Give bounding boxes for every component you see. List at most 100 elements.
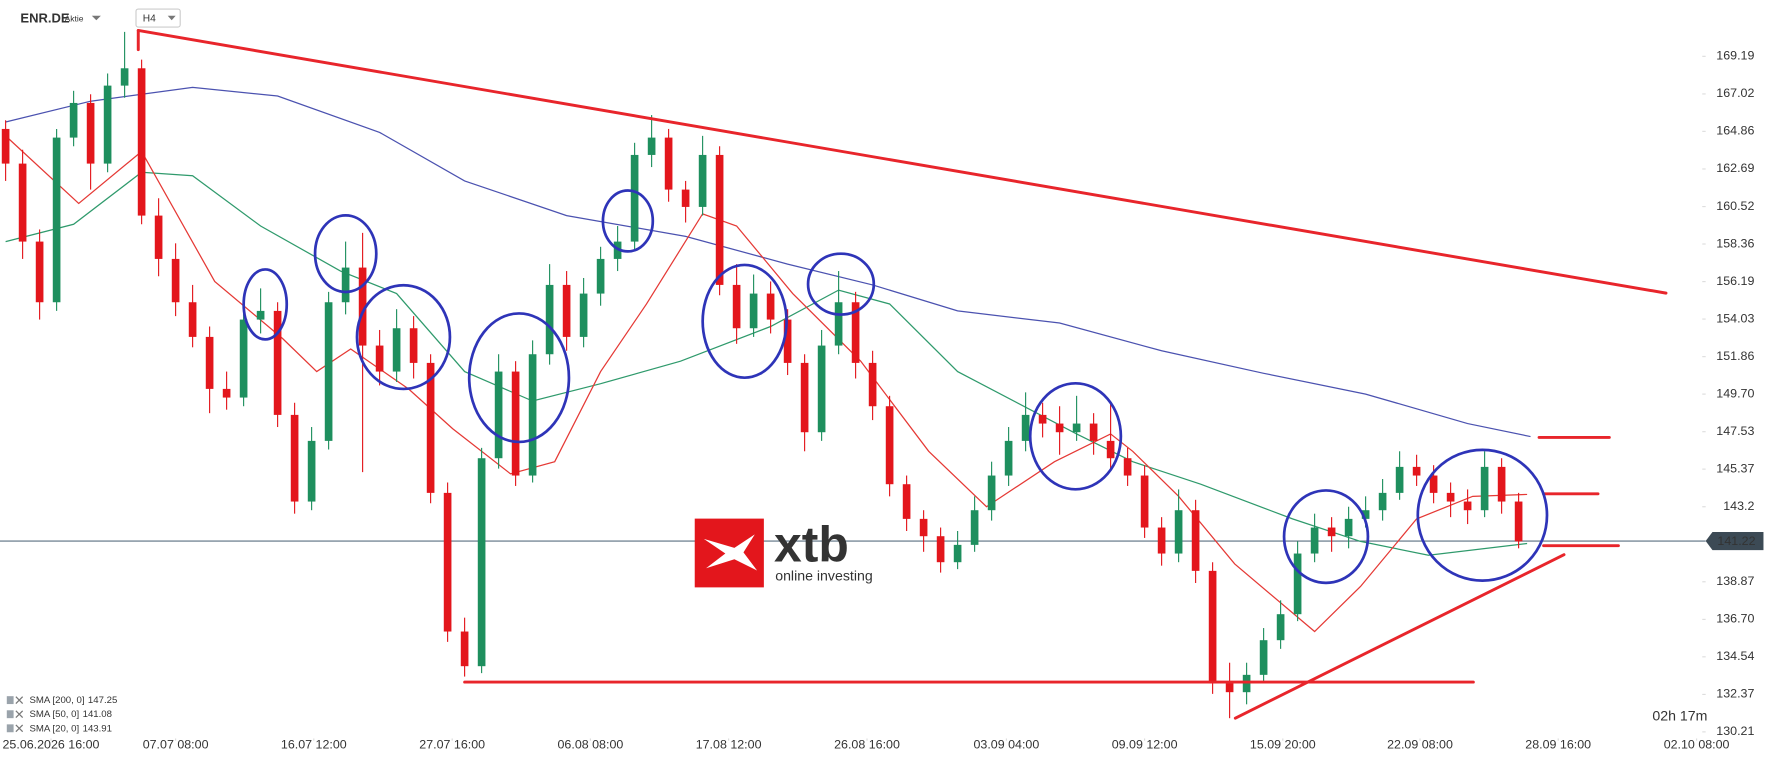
y-tick-label: 149.70 xyxy=(1716,386,1754,400)
x-tick-label: 06.08 08:00 xyxy=(558,738,624,752)
candle-body xyxy=(69,102,78,138)
x-tick-label: 16.07 12:00 xyxy=(281,738,347,752)
candle-body xyxy=(375,345,384,372)
candle-body xyxy=(953,544,962,563)
x-tick-label: 25.06.2026 16:00 xyxy=(3,738,100,752)
legend-name: SMA [20, 0] xyxy=(29,723,79,734)
highlight-circle xyxy=(806,252,876,316)
candle-body xyxy=(1463,501,1472,511)
candle-body xyxy=(188,302,197,337)
candle-body xyxy=(137,68,146,216)
candle-body xyxy=(290,414,299,502)
candle-body xyxy=(18,163,27,242)
candle-body xyxy=(834,302,843,346)
candle-body xyxy=(868,362,877,407)
x-tick-label: 26.08 16:00 xyxy=(834,738,900,752)
watermark: xtb online investing xyxy=(694,517,873,588)
candle-body xyxy=(817,345,826,433)
highlight-circle xyxy=(601,189,655,253)
candle-body xyxy=(1072,423,1081,433)
candle-body xyxy=(222,388,231,398)
legend-entry: SMA [50, 0] 141.08 xyxy=(29,709,112,720)
y-tick-label: 169.19 xyxy=(1716,49,1754,63)
legend-entry: SMA [200, 0] 147.25 xyxy=(29,695,117,706)
candle-body xyxy=(341,267,350,303)
candle-body xyxy=(1021,414,1030,441)
y-tick-label: 134.54 xyxy=(1716,649,1754,663)
y-tick-label: 130.21 xyxy=(1716,724,1754,738)
candle-body xyxy=(630,154,639,242)
candle-body xyxy=(1395,466,1404,493)
candle-body xyxy=(664,137,673,190)
x-tick-label: 15.09 20:00 xyxy=(1250,738,1316,752)
highlight-circle xyxy=(701,263,788,380)
y-tick-label: 154.03 xyxy=(1716,311,1754,325)
legend-name: SMA [50, 0] xyxy=(29,709,79,720)
y-tick-label: 145.37 xyxy=(1716,461,1754,475)
y-tick-label: 138.87 xyxy=(1716,574,1754,588)
x-tick-label: 09.09 12:00 xyxy=(1112,738,1178,752)
candle-body xyxy=(1344,518,1353,537)
candle-body xyxy=(1004,440,1013,476)
candle-body xyxy=(1446,492,1455,502)
data-layer xyxy=(1,31,1531,719)
candle-body xyxy=(596,258,605,294)
y-tick-label: 132.37 xyxy=(1716,687,1754,701)
legend-icon[interactable] xyxy=(6,710,14,719)
price-label: 141.22 xyxy=(1717,534,1755,548)
candle-body xyxy=(205,336,214,389)
instrument-type: Aktie xyxy=(65,13,84,23)
candle-body xyxy=(1259,640,1268,675)
candle-body xyxy=(715,154,724,285)
candle-body xyxy=(1123,458,1132,476)
candle-body xyxy=(494,371,503,459)
candle-body xyxy=(1310,527,1319,554)
annotations xyxy=(136,28,1668,720)
legend-remove[interactable] xyxy=(15,710,24,719)
sma-line xyxy=(5,171,1528,556)
legend-value: 141.08 xyxy=(83,709,112,720)
candle-body xyxy=(545,284,554,355)
legend-icon[interactable] xyxy=(6,696,14,705)
legend-remove[interactable] xyxy=(15,724,24,733)
x-tick-label: 17.08 12:00 xyxy=(696,738,762,752)
logo-tagline: online investing xyxy=(775,568,873,584)
candle-body xyxy=(1361,510,1370,519)
candle-body xyxy=(1276,614,1285,641)
candle-body xyxy=(1157,527,1166,554)
candle-body xyxy=(409,328,418,363)
x-tick-label: 07.07 08:00 xyxy=(143,738,209,752)
y-tick-label: 162.69 xyxy=(1716,161,1754,175)
highlight-circle xyxy=(313,213,378,294)
candle-body xyxy=(1514,501,1523,542)
highlight-circle xyxy=(1282,489,1370,585)
candle-body xyxy=(698,154,707,207)
candle-body xyxy=(987,475,996,511)
legend-name: SMA [200, 0] xyxy=(29,695,84,706)
legend-remove[interactable] xyxy=(15,696,24,704)
highlight-circle xyxy=(467,312,571,444)
candle-body xyxy=(1429,475,1438,493)
bar-timer: 02h 17m xyxy=(1652,708,1707,724)
candle-body xyxy=(1480,466,1489,511)
timeframe-select[interactable] xyxy=(135,8,181,28)
candle-body xyxy=(103,85,112,164)
candle-body xyxy=(35,241,44,303)
candle-body xyxy=(1089,423,1098,441)
legend-icon[interactable] xyxy=(6,724,14,733)
candle-body xyxy=(324,302,333,441)
dropdown-caret[interactable] xyxy=(91,15,101,21)
legend-value: 147.25 xyxy=(88,695,117,706)
logo-icon xyxy=(703,534,758,571)
y-tick-label: 147.53 xyxy=(1716,424,1754,438)
dropdown-caret[interactable] xyxy=(167,15,176,21)
y-tick-label: 136.70 xyxy=(1716,612,1754,626)
candle-body xyxy=(392,328,401,372)
candle-body xyxy=(1174,510,1183,554)
candle-body xyxy=(1038,414,1047,424)
symbol: ENR.DE xyxy=(20,11,70,26)
candle-body xyxy=(579,293,588,337)
candle-body xyxy=(239,319,248,398)
candle-body xyxy=(86,102,95,164)
